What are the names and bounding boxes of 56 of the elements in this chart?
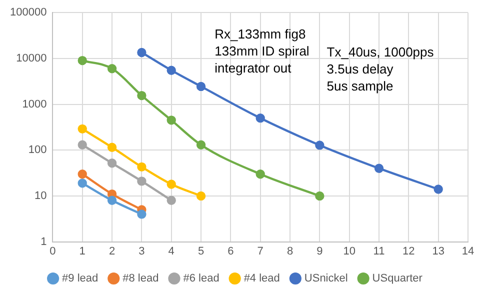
point (137, 176, 146, 186)
point (434, 184, 443, 194)
point (166, 66, 176, 75)
annotation: Rx_133mm fig8 133mm ID spiral integrator out (214, 26, 310, 76)
x-tick-label: 3 (138, 245, 145, 258)
point (196, 82, 206, 92)
point (107, 196, 117, 206)
y-tick-label: 1000 (22, 98, 47, 110)
point (256, 113, 265, 123)
point (137, 162, 146, 172)
point (137, 48, 146, 58)
point (166, 196, 176, 206)
x-tick-label: 6 (228, 245, 234, 258)
point (137, 90, 146, 100)
point (78, 169, 87, 179)
x-tick-label: 14 (462, 245, 474, 258)
legend-label: #4 lead (244, 272, 280, 285)
point (107, 142, 117, 152)
y-tick-label: 10 (34, 190, 47, 202)
point (107, 158, 117, 168)
point (196, 140, 206, 150)
point (166, 180, 176, 189)
point (256, 169, 265, 179)
legend-label: #6 lead (183, 272, 220, 285)
point (137, 210, 146, 219)
x-tick-label: 12 (402, 245, 415, 258)
legend-label: #8 lead (122, 272, 159, 285)
legend-label: USquarter (372, 272, 423, 285)
x-tick-label: 2 (108, 245, 116, 258)
x-tick-label: 9 (316, 245, 323, 258)
point (166, 116, 176, 125)
y-tick-label: 100000 (10, 6, 47, 19)
y-tick-label: 10000 (16, 52, 47, 64)
annotation: Tx_40us, 1000pps 3.5us delay 5us sample (326, 44, 434, 94)
y-tick-label: 1 (40, 236, 47, 248)
point (78, 124, 87, 134)
point (78, 178, 87, 188)
x-tick-label: 7 (257, 245, 264, 258)
point (374, 164, 384, 173)
x-tick-label: 4 (168, 245, 174, 258)
point (78, 140, 87, 150)
y-tick-label: 100 (28, 144, 47, 156)
point (78, 56, 87, 66)
x-tick-label: 5 (198, 245, 204, 258)
x-tick-label: 0 (50, 245, 56, 258)
point (315, 191, 324, 201)
legend-label: USnickel (304, 272, 348, 285)
point (196, 191, 206, 201)
x-tick-label: 13 (432, 245, 444, 258)
x-tick-label: 11 (373, 245, 385, 258)
x-tick-label: 10 (343, 245, 356, 258)
legend-label: #9 lead (62, 272, 98, 285)
x-tick-label: 1 (79, 245, 86, 258)
point (107, 64, 117, 74)
point (315, 140, 324, 150)
x-tick-label: 8 (286, 245, 294, 258)
